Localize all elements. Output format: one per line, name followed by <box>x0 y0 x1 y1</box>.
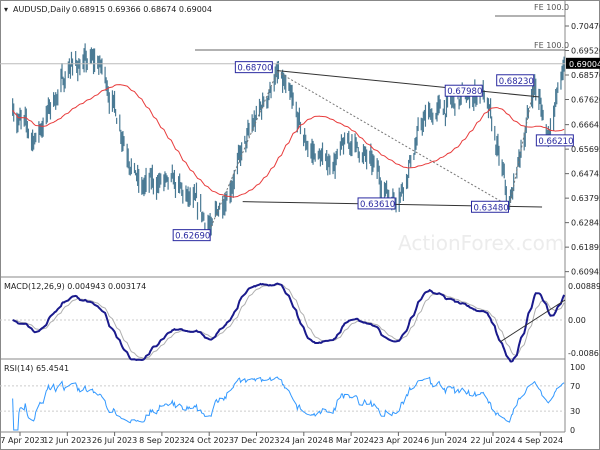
fibo-dashed-line <box>508 83 536 207</box>
date-tick-label: 24 Oct 2023 <box>184 436 233 445</box>
pivot-label-box <box>234 61 273 74</box>
pivot-label: 0.63610 <box>360 200 395 210</box>
price-tick-label: 0.66645 <box>571 121 600 130</box>
pivot-label: 0.68230 <box>499 77 534 87</box>
pivot-label-box <box>357 197 396 210</box>
price-tick-label: 0.62845 <box>571 219 600 228</box>
current-price-label: 0.69004 <box>569 60 600 69</box>
macd-tick-label: -0.008612 <box>568 349 600 358</box>
price-tick-label: 0.61895 <box>571 243 600 252</box>
fe-label: FE 100.0 <box>534 41 569 50</box>
macd-line <box>12 282 566 363</box>
pivot-label: 0.67980 <box>447 87 482 97</box>
macd-panel <box>0 282 566 363</box>
rsi-line <box>12 376 565 431</box>
rsi-tick-label: 0 <box>570 426 575 435</box>
macd-trendline <box>499 299 566 343</box>
price-tick-label: 0.65695 <box>571 145 600 154</box>
price-tick-label: 0.64745 <box>571 170 600 179</box>
date-tick-label: 24 Jan 2024 <box>280 436 328 445</box>
date-tick-label: 27 Apr 2023 <box>0 436 45 445</box>
price-tick-label: 0.60945 <box>571 268 600 277</box>
rsi-tick-label: 100 <box>570 363 585 372</box>
macd-title: MACD(12,26,9) 0.004943 0.003174 <box>4 282 146 291</box>
pivot-label-box <box>470 200 509 213</box>
symbol-title: AUDUSD,Daily <box>13 5 71 14</box>
watermark: ActionForex.com <box>398 231 564 255</box>
pivot-label-box <box>444 84 483 97</box>
date-tick-label: 4 Sep 2024 <box>517 436 563 445</box>
fibo-dashed-line <box>210 71 278 227</box>
macd-tick-label: 0.008896 <box>568 282 600 291</box>
pivot-label: 0.66210 <box>538 137 573 147</box>
date-tick-label: 12 Jun 2023 <box>43 436 91 445</box>
rsi-panel <box>0 376 565 431</box>
pivot-label: 0.63480 <box>473 203 508 213</box>
pivot-label: 0.62690 <box>175 232 210 242</box>
date-tick-label: 26 Jul 2023 <box>92 436 137 445</box>
date-tick-label: 8 Sep 2023 <box>139 436 185 445</box>
date-tick-label: 22 Jul 2024 <box>470 436 515 445</box>
date-tick-label: 7 Dec 2023 <box>233 436 279 445</box>
header-arrow-icon[interactable]: ▾ <box>4 5 8 14</box>
date-tick-label: 23 Apr 2024 <box>374 436 423 445</box>
date-tick-label: 6 Jun 2024 <box>424 436 467 445</box>
ohlc-readout: 0.68915 0.69366 0.68674 0.69004 <box>72 5 212 14</box>
pivot-label-box <box>535 134 574 147</box>
pivot-label-box <box>496 74 535 87</box>
upper-trendline <box>277 70 539 98</box>
fibo-dashed-line <box>277 71 510 207</box>
signal-line <box>12 284 565 359</box>
rsi-title: RSI(14) 65.4541 <box>4 364 69 373</box>
rsi-tick-label: 70 <box>570 382 580 391</box>
pivot-label: 0.68700 <box>237 64 272 74</box>
price-panel: FE 100.0 FE 100.0 0.62690 0.68700 0.63610 0.6… <box>0 3 574 242</box>
fe-label: FE 100.0 <box>534 3 569 12</box>
pivot-label-box <box>172 229 211 242</box>
macd-tick-label: 0.00 <box>568 316 586 325</box>
date-tick-label: 8 Mar 2024 <box>328 436 374 445</box>
moving-average-line <box>12 84 565 198</box>
price-tick-label: 0.63795 <box>571 194 600 203</box>
rsi-tick-label: 30 <box>570 407 580 416</box>
current-price-tag <box>566 57 600 69</box>
